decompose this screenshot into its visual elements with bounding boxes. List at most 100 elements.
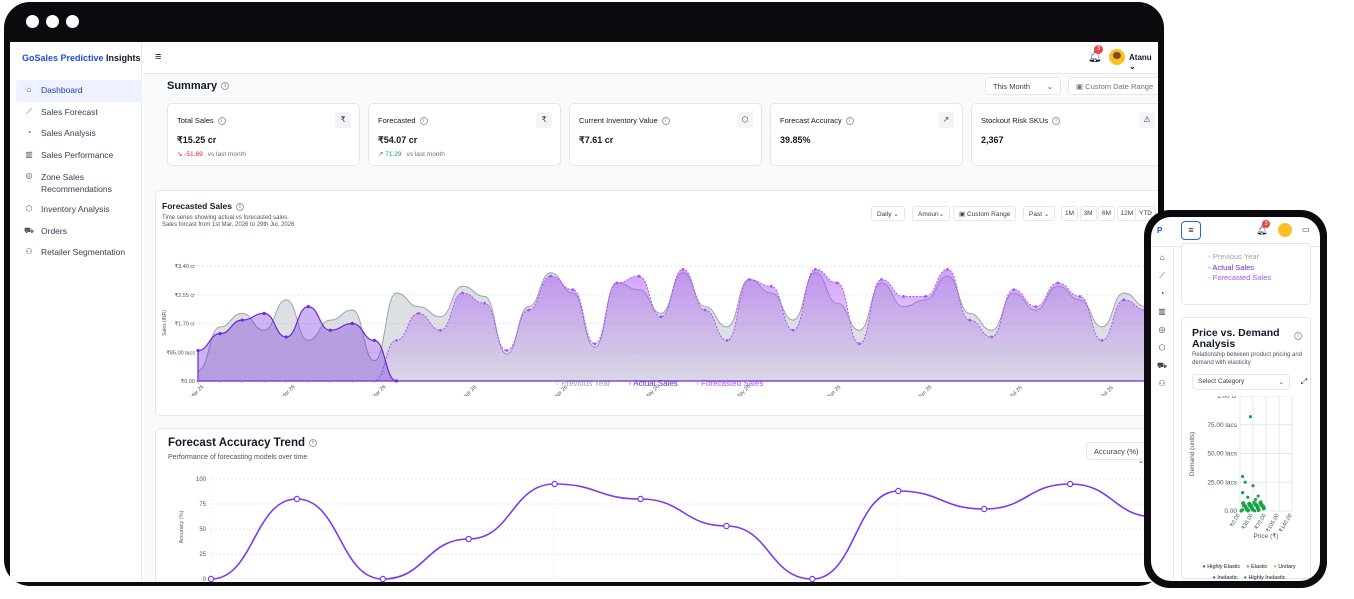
forecast-point[interactable] — [681, 267, 685, 271]
past-select[interactable]: Past ⌄ — [1023, 206, 1056, 221]
forecast-point[interactable] — [637, 274, 641, 278]
scatter-point[interactable] — [1255, 503, 1259, 507]
accuracy-point[interactable] — [809, 575, 816, 582]
bell-icon[interactable]: 🔔︎ — [1256, 225, 1268, 235]
scatter-point[interactable] — [1256, 494, 1260, 498]
window-dot[interactable] — [46, 15, 59, 28]
phone-logo[interactable]: P — [1157, 226, 1163, 235]
hamburger-icon[interactable]: ≡ — [1181, 221, 1201, 240]
actual-point[interactable] — [218, 332, 222, 336]
forecast-point[interactable] — [813, 267, 817, 271]
forecast-point[interactable] — [372, 379, 376, 383]
legend-highly-inelastic[interactable]: ● Highly Inelastic — [1244, 575, 1286, 581]
avatar[interactable] — [1278, 223, 1292, 237]
actual-point[interactable] — [350, 321, 354, 326]
forecast-point[interactable] — [306, 379, 310, 383]
box-icon[interactable]: ⬡ — [1158, 343, 1166, 352]
legend-unitary[interactable]: ● Unitary — [1273, 564, 1295, 570]
range-12m-button[interactable]: 12M — [1116, 206, 1138, 221]
actual-point[interactable] — [394, 379, 399, 383]
info-icon[interactable]: i — [217, 117, 226, 126]
brand-logo[interactable]: GoSales Predictive Insights — [22, 53, 141, 63]
target-icon[interactable]: ◎ — [1158, 325, 1166, 334]
measure-select[interactable]: Amoun⌄ — [912, 206, 951, 221]
forecast-point[interactable] — [1122, 298, 1126, 302]
forecast-point[interactable] — [1012, 288, 1016, 292]
window-dot[interactable] — [26, 15, 39, 28]
accuracy-point[interactable] — [551, 480, 558, 488]
sidebar-item-sales-analysis[interactable]: ◔ Sales Analysis — [16, 123, 142, 145]
scatter-point[interactable] — [1253, 509, 1257, 513]
forecast-point[interactable] — [571, 288, 575, 292]
forecast-point[interactable] — [946, 267, 949, 271]
info-icon[interactable]: i — [419, 117, 428, 126]
range-3m-button[interactable]: 3M — [1079, 206, 1097, 221]
forecast-point[interactable] — [527, 308, 531, 312]
bar-chart-icon[interactable]: ▥ — [1158, 307, 1166, 316]
forecast-point[interactable] — [284, 379, 288, 383]
pie-chart-icon[interactable]: ◔ — [1159, 289, 1165, 298]
info-icon[interactable]: i — [309, 438, 317, 447]
forecast-point[interactable] — [703, 308, 707, 312]
forecast-point[interactable] — [880, 278, 883, 281]
forecast-point[interactable] — [747, 278, 751, 281]
legend-forecasted-sales[interactable]: ◦ Forecasted Sales — [696, 379, 764, 388]
forecast-point[interactable] — [593, 342, 597, 346]
info-icon[interactable]: i — [1294, 332, 1302, 340]
user-menu[interactable]: Atanu ⌄ — [1129, 53, 1152, 71]
hamburger-icon[interactable]: ≡ — [155, 51, 162, 63]
home-icon[interactable]: ⌂ — [1159, 253, 1165, 262]
forecast-point[interactable] — [659, 315, 663, 319]
monitor-icon[interactable]: ▭ — [1302, 225, 1310, 234]
accuracy-point[interactable] — [895, 487, 902, 495]
forecast-point[interactable] — [439, 328, 442, 332]
info-icon[interactable]: i — [661, 117, 670, 126]
legend-actual-sales[interactable]: ◦ Actual Sales — [628, 379, 678, 388]
scatter-point[interactable] — [1240, 508, 1245, 512]
legend-highly-elastic[interactable]: ● Highly Elastic — [1202, 564, 1240, 570]
forecast-point[interactable] — [461, 291, 464, 295]
actual-point[interactable] — [196, 348, 200, 353]
date-range-button[interactable]: ▣ Custom Date Range — [1068, 77, 1158, 95]
sidebar-item-sales-forecast[interactable]: ⟋ Sales Forecast — [16, 102, 142, 124]
actual-point[interactable] — [240, 318, 244, 322]
forecast-point[interactable] — [791, 328, 795, 332]
forecast-point[interactable] — [725, 339, 729, 342]
scatter-point[interactable] — [1248, 415, 1252, 419]
accuracy-point[interactable] — [723, 522, 730, 530]
category-select[interactable]: Select Category ⌄ — [1192, 374, 1290, 390]
forecast-point[interactable] — [769, 284, 773, 288]
forecast-point[interactable] — [902, 295, 905, 298]
range-1m-button[interactable]: 1M — [1061, 206, 1079, 221]
scatter-point[interactable] — [1241, 474, 1245, 479]
scatter-point[interactable] — [1241, 501, 1245, 505]
forecast-point[interactable] — [196, 379, 200, 383]
info-icon[interactable]: i — [1052, 117, 1061, 126]
bell-icon[interactable]: 🔔︎ — [1088, 51, 1102, 63]
scatter-point[interactable] — [1241, 491, 1245, 495]
actual-point[interactable] — [284, 335, 288, 339]
forecast-point[interactable] — [615, 281, 619, 285]
range-6m-button[interactable]: 6M — [1098, 206, 1116, 221]
forecast-point[interactable] — [328, 379, 332, 383]
expand-icon[interactable]: ⤢ — [1300, 377, 1308, 386]
actual-point[interactable] — [306, 304, 310, 309]
legend-previous-year[interactable]: ◦ Previous Year — [1208, 252, 1260, 261]
granularity-select[interactable]: Daily ⌄ — [871, 206, 905, 221]
scatter-point[interactable] — [1246, 495, 1250, 499]
legend-elastic[interactable]: ● Elastic — [1246, 564, 1267, 570]
legend-actual-sales[interactable]: ◦ Actual Sales — [1208, 262, 1255, 272]
actual-point[interactable] — [372, 338, 376, 343]
forecast-point[interactable] — [1034, 305, 1038, 308]
forecast-point[interactable] — [924, 295, 927, 298]
sidebar-item-sales-performance[interactable]: ▥ Sales Performance — [16, 145, 142, 167]
actual-point[interactable] — [328, 328, 332, 332]
sidebar-item-zone-sales-recommendations[interactable]: ◎ Zone Sales Recommendations — [16, 166, 142, 199]
forecast-point[interactable] — [990, 335, 994, 339]
scatter-point[interactable] — [1251, 484, 1255, 488]
forecast-point[interactable] — [350, 379, 354, 383]
accuracy-point[interactable] — [207, 575, 215, 582]
avatar[interactable] — [1109, 49, 1125, 65]
actual-point[interactable] — [262, 311, 266, 315]
scatter-point[interactable] — [1249, 503, 1253, 507]
